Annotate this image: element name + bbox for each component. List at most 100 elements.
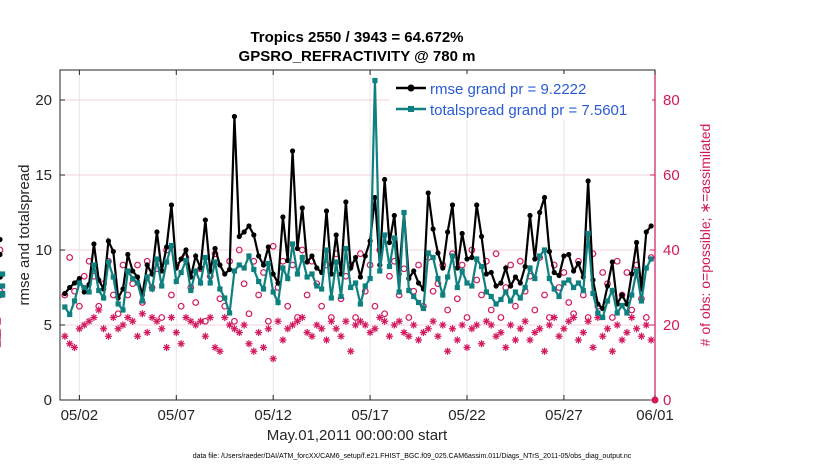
rmse-point — [527, 212, 533, 219]
totalspread-point — [503, 289, 509, 295]
totalspread-point — [440, 292, 446, 298]
asterisk-stroke — [473, 322, 480, 328]
totalspread-point — [62, 304, 68, 310]
assimilated-obs-point — [482, 317, 490, 325]
asterisk-stroke — [551, 314, 558, 321]
asterisk-stroke — [86, 318, 93, 325]
asterisk-stroke — [309, 333, 315, 340]
asterisk-stroke — [488, 322, 495, 328]
asterisk-stroke — [313, 322, 320, 328]
y-axis-label-right: # of obs: o=possible; ∗=assimilated — [697, 124, 713, 347]
assimilated-obs-point — [400, 328, 408, 337]
asterisk-stroke — [541, 348, 548, 355]
assimilated-obs-point — [337, 332, 345, 340]
asterisk-stroke — [430, 318, 437, 325]
rmse-point — [493, 283, 499, 289]
assimilated-obs-point — [536, 325, 544, 333]
totalspread-point — [0, 290, 6, 297]
asterisk-stroke — [333, 325, 340, 332]
rmse-point — [294, 245, 301, 252]
rmse-point — [236, 233, 242, 240]
asterisk-stroke — [173, 329, 180, 336]
asterisk-stroke — [250, 348, 257, 355]
possible-obs-point — [284, 302, 292, 310]
assimilated-obs-point — [376, 313, 384, 322]
totalspread-point — [527, 265, 533, 271]
asterisk-stroke — [197, 318, 204, 325]
possible-obs-point — [415, 261, 422, 269]
line-layer — [0, 77, 654, 321]
totalspread-point — [561, 280, 567, 286]
totalspread-point — [96, 287, 102, 294]
totalspread-point — [226, 310, 233, 316]
asterisk-stroke — [604, 325, 611, 332]
asterisk-stroke — [265, 325, 272, 332]
assimilated-obs-point — [550, 313, 558, 322]
totalspread-point — [382, 232, 388, 238]
asterisk-stroke — [134, 333, 141, 340]
asterisk-stroke — [241, 322, 248, 328]
assimilated-obs-point — [66, 340, 74, 348]
x-tick-label: 05/27 — [545, 407, 583, 424]
totalspread-point — [415, 299, 422, 306]
rmse-point — [619, 292, 625, 298]
assimilated-obs-point — [143, 328, 151, 337]
rmse-point — [382, 176, 388, 183]
totalspread-point — [648, 256, 654, 262]
totalspread-point — [246, 253, 252, 259]
rmse-point — [120, 286, 126, 292]
asterisk-stroke — [139, 310, 146, 317]
totalspread-point — [508, 298, 514, 304]
totalspread-point — [522, 284, 528, 291]
assimilated-obs-point — [119, 321, 127, 329]
legend-spread-label: totalspread grand pr = 7.5601 — [430, 102, 627, 119]
assimilated-obs-point — [419, 328, 427, 337]
assimilated-obs-point — [187, 317, 195, 325]
totalspread-point — [614, 310, 620, 316]
totalspread-point — [377, 268, 383, 274]
asterisk-stroke — [386, 333, 393, 340]
rmse-point — [546, 248, 552, 255]
assimilated-obs-point — [75, 325, 83, 333]
rmse-point — [110, 248, 116, 255]
totalspread-point — [115, 301, 121, 307]
assimilated-obs-point — [647, 336, 655, 344]
assimilated-obs-point — [303, 328, 311, 337]
asterisk-stroke — [144, 329, 151, 336]
totalspread-point — [464, 280, 470, 286]
asterisk-stroke — [459, 322, 466, 328]
assimilated-obs-point — [584, 317, 592, 325]
totalspread-point — [168, 242, 175, 249]
assimilated-obs-point — [293, 317, 302, 325]
totalspread-point — [643, 265, 649, 271]
possible-obs-point — [318, 302, 326, 310]
totalspread-point — [638, 298, 645, 304]
assimilated-obs-point — [308, 332, 316, 340]
rmse-point — [604, 283, 611, 289]
y-tick-label-left: 10 — [35, 242, 52, 259]
possible-obs-point — [608, 314, 616, 321]
asterisk-stroke — [633, 325, 640, 332]
assimilated-obs-point — [405, 332, 413, 340]
assimilated-obs-point — [216, 347, 224, 355]
assimilated-obs-point — [589, 343, 597, 352]
totalspread-point — [372, 77, 378, 84]
rmse-point — [280, 214, 286, 220]
chart-title-line2: GPSRO_REFRACTIVITY @ 780 m — [239, 48, 476, 65]
assimilated-obs-point — [473, 321, 481, 329]
rmse-point — [609, 259, 615, 265]
rmse-point — [478, 233, 485, 240]
assimilated-obs-point — [448, 325, 457, 333]
totalspread-point — [348, 284, 354, 291]
totalspread-point — [265, 260, 271, 267]
rmse-point — [570, 268, 577, 274]
assimilated-obs-point — [439, 321, 447, 329]
rmse-point — [435, 250, 441, 256]
rmse-point — [503, 265, 509, 271]
rmse-point — [415, 280, 422, 286]
rmse-point — [241, 229, 247, 235]
totalspread-point — [343, 245, 349, 252]
totalspread-point — [188, 287, 194, 294]
possible-obs-point — [352, 314, 359, 321]
totalspread-point — [217, 286, 223, 292]
